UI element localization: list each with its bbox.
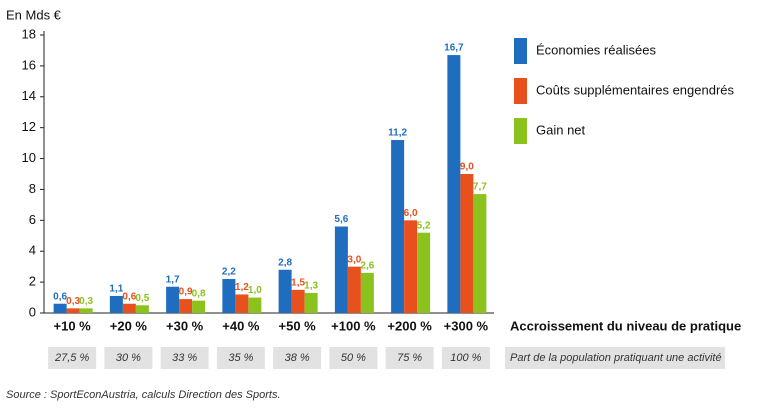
bar: [235, 294, 249, 313]
x-axis-label: Accroissement du niveau de pratique: [510, 318, 741, 333]
population-box: [104, 347, 153, 369]
value-label: 7,7: [473, 182, 487, 193]
population-share: 50 %: [341, 352, 366, 364]
bar: [304, 292, 318, 313]
bar: [447, 55, 461, 313]
bar: [166, 286, 180, 313]
x-tick-label: +20 %: [110, 318, 148, 333]
population-label: Part de la population pratiquant une act…: [510, 352, 722, 364]
bar: [347, 266, 361, 313]
bar: [66, 308, 80, 313]
bar: [278, 269, 292, 313]
bar: [53, 303, 67, 313]
bar: [179, 299, 193, 313]
x-tick-label: +50 %: [279, 318, 317, 333]
value-label: 1,5: [291, 277, 305, 288]
population-share: 38 %: [285, 352, 310, 364]
population-box: [441, 347, 490, 369]
bar: [291, 289, 305, 313]
value-label: 11,2: [388, 128, 407, 139]
population-box: [48, 347, 97, 369]
legend-label: Coûts supplémentaires engendrés: [536, 82, 735, 97]
bar: [109, 296, 123, 313]
population-share: 33 %: [172, 352, 197, 364]
value-label: 9,0: [460, 162, 474, 173]
value-label: 2,8: [278, 257, 292, 268]
y-tick-label: 10: [22, 150, 36, 165]
value-label: 0,9: [179, 287, 193, 298]
bar: [122, 303, 136, 313]
bar: [222, 279, 236, 313]
population-share: 27,5 %: [54, 352, 89, 364]
population-box: [385, 347, 434, 369]
value-label: 0,6: [122, 291, 136, 302]
bar: [460, 174, 474, 313]
population-box: [329, 347, 378, 369]
value-label: 1,1: [109, 284, 123, 295]
bar: [192, 300, 206, 313]
legend-swatch: [514, 118, 527, 144]
bar: [248, 297, 262, 313]
population-share: 30 %: [116, 352, 141, 364]
value-label: 1,3: [304, 281, 318, 292]
population-box: [160, 347, 209, 369]
value-label: 5,6: [334, 214, 348, 225]
y-axis-label: En Mds €: [6, 7, 62, 22]
value-label: 5,2: [417, 220, 431, 231]
value-label: 0,5: [135, 293, 149, 304]
value-label: 2,6: [360, 260, 374, 271]
population-share: 35 %: [228, 352, 253, 364]
population-share: 75 %: [397, 352, 422, 364]
bar: [360, 272, 374, 313]
legend-label: Gain net: [536, 122, 586, 137]
y-tick-label: 18: [22, 26, 36, 41]
legend-label: Économies réalisées: [536, 42, 656, 57]
x-tick-label: +200 %: [387, 318, 432, 333]
value-label: 3,0: [347, 254, 361, 265]
value-label: 1,0: [248, 285, 262, 296]
y-tick-label: 0: [29, 304, 36, 319]
source: Source : SportEconAustria, calculs Direc…: [6, 389, 281, 401]
value-label: 0,3: [66, 296, 80, 307]
x-tick-label: +10 %: [54, 318, 92, 333]
value-label: 6,0: [404, 208, 418, 219]
value-label: 0,8: [192, 288, 206, 299]
value-label: 1,2: [235, 282, 249, 293]
legend-swatch: [514, 78, 527, 104]
bar: [135, 305, 149, 313]
population-share: 100 %: [450, 352, 481, 364]
bar: [473, 194, 487, 313]
bar: [391, 140, 405, 313]
y-tick-label: 8: [29, 181, 36, 196]
x-tick-label: +30 %: [166, 318, 204, 333]
population-box: [216, 347, 265, 369]
value-label: 0,6: [53, 291, 67, 302]
value-label: 1,7: [166, 274, 180, 285]
population-label-box: [505, 347, 725, 369]
x-tick-label: +300 %: [444, 318, 489, 333]
value-label: 16,7: [444, 43, 464, 54]
bar: [79, 308, 93, 313]
bar: [334, 226, 348, 313]
x-tick-label: +100 %: [331, 318, 376, 333]
y-tick-label: 16: [22, 57, 36, 72]
x-tick-label: +40 %: [222, 318, 260, 333]
value-label: 2,2: [222, 267, 236, 278]
y-tick-label: 6: [29, 212, 36, 227]
y-tick-label: 12: [22, 119, 36, 134]
bar: [417, 232, 431, 313]
population-box: [273, 347, 322, 369]
y-tick-label: 2: [29, 274, 36, 289]
value-label: 0,3: [79, 296, 93, 307]
bar: [404, 220, 418, 313]
y-tick-label: 4: [29, 243, 36, 258]
y-tick-label: 14: [22, 88, 36, 103]
legend-swatch: [514, 38, 527, 64]
